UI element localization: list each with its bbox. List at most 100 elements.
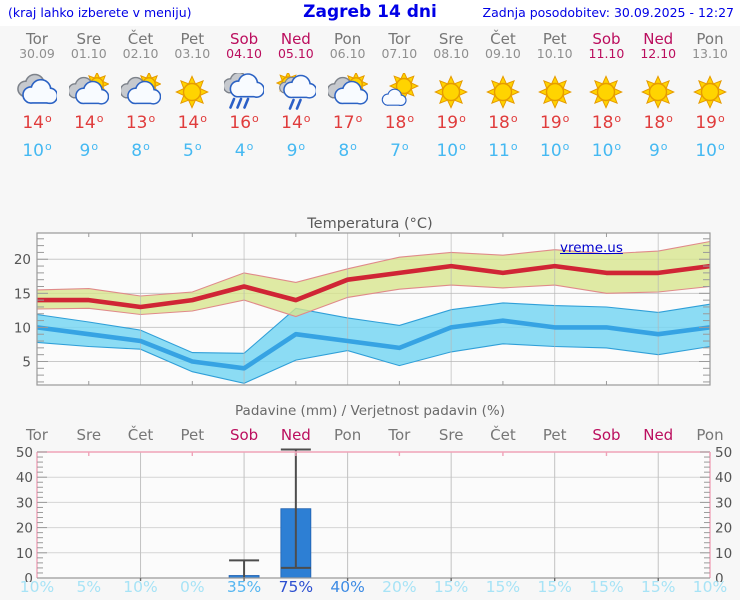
precip-probability: 20% [382, 578, 417, 596]
day-date: 08.10 [433, 46, 470, 61]
vreme-us-link[interactable]: vreme.us [560, 240, 623, 256]
precip-y-label-right: 0 [715, 571, 724, 582]
cloudy-icon [17, 73, 59, 105]
sun-rain-icon [275, 70, 318, 110]
precip-probability: 35% [226, 578, 262, 596]
sunny-icon [693, 75, 727, 109]
precip-day-label: Pet [180, 426, 205, 444]
precip-probability: 10% [19, 578, 55, 596]
day-name: Pon [334, 30, 362, 48]
precip-probability-row: 10% 5% 10% 0% 35% 75% 40% 20% 15% 15% 15% 15% 15% 10% [0, 578, 740, 598]
precip-y-label-left: 0 [24, 571, 33, 582]
day-name: Sre [76, 30, 102, 48]
min-temp: 8o [131, 140, 150, 161]
precip-day-label: Čet [127, 426, 154, 444]
precip-probability: 15% [433, 578, 469, 596]
min-temp: 10o [695, 140, 725, 161]
precip-y-label-left: 10 [16, 546, 33, 562]
day-name: Sob [229, 30, 259, 48]
weather-icon [535, 73, 575, 113]
day-name: Pon [696, 30, 724, 48]
precip-y-label-right: 20 [715, 521, 732, 537]
sunny-icon [537, 75, 572, 109]
temperature-chart-title: Temperatura (°C) [307, 216, 433, 232]
precip-day-labels-row: Tor Sre Čet Pet Sob Ned Pon Tor Sre Čet Pet Sob Ned P… [0, 426, 740, 444]
day-name: Sre [438, 30, 464, 48]
max-temp: 14o [177, 112, 207, 133]
partly-icon [326, 71, 369, 105]
precip-y-label-left: 40 [16, 470, 33, 486]
day-date: 05.10 [277, 46, 314, 61]
min-temp: 10o [591, 140, 622, 161]
max-temp: 14o [22, 112, 52, 133]
max-temp: 13o [125, 112, 156, 133]
precip-probability: 10% [123, 578, 158, 596]
day-date: 02.10 [122, 46, 159, 61]
precip-day-label: Sre [438, 426, 464, 444]
max-temp: 18o [384, 112, 415, 133]
precip-day-label: Tor [388, 426, 411, 444]
sunny-icon [641, 75, 676, 109]
weather-icon [275, 70, 318, 113]
min-temp: 5o [183, 140, 202, 161]
day-date: 07.10 [381, 46, 418, 61]
precip-probability: 15% [485, 578, 521, 596]
location-menu-note: (kraj lahko izberete v meniju) [8, 5, 192, 20]
precip-probability: 75% [278, 578, 314, 596]
day-date: 11.10 [588, 46, 625, 61]
precip-day-label: Sre [76, 426, 102, 444]
day-name: Pet [542, 30, 567, 48]
day-names-row: Tor Sre Čet Pet Sob Ned Pon Tor Sre Čet Pet Sob Ned P… [0, 30, 740, 48]
day-name: Ned [280, 30, 311, 48]
day-name: Sob [592, 30, 621, 48]
precip-day-label: Ned [643, 426, 674, 444]
page-title: Zagreb 14 dni [303, 2, 437, 22]
max temperature-line [37, 263, 711, 310]
precip-day-label: Pet [542, 426, 567, 444]
precip-y-label-right: 40 [715, 470, 732, 486]
temp-y-label: 20 [14, 252, 31, 268]
precip-y-label-left: 50 [16, 446, 33, 461]
max-temp: 18o [591, 112, 622, 133]
weather-icon [172, 73, 212, 113]
precipitation-chart: 0 0 10 10 20 20 30 30 40 40 50 50 [0, 445, 740, 587]
weather-icon [483, 73, 523, 113]
day-date: 03.10 [174, 46, 211, 61]
day-date: 12.10 [640, 46, 677, 61]
min-temp: 8o [338, 140, 357, 161]
day-name: Pet [180, 30, 205, 48]
day-dates-row: 30.09 01.10 02.10 03.10 04.10 05.10 06.10 07.10… [0, 46, 740, 61]
min-temps-row: 10o 9o 8o 5o 4o 9o 8o 7o 10o 11o 10o 10o 9o 10o [0, 140, 740, 161]
partly-icon [67, 71, 110, 105]
precip-y-label-right: 30 [715, 495, 732, 511]
min-temp: 11o [488, 140, 518, 161]
precip-day-label: Pon [334, 426, 362, 444]
min-temp: 9o [286, 140, 306, 161]
temp-frame [36, 232, 711, 386]
day-name: Čet [490, 30, 516, 48]
header-bar: (kraj lahko izberete v meniju) Zagreb 14… [0, 0, 740, 26]
precip-day-label: Čet [490, 426, 516, 444]
temp-y-label: 10 [14, 320, 31, 336]
precip-probability: 10% [692, 578, 728, 596]
precip-plot-area [37, 452, 710, 578]
weather-icon [638, 73, 678, 113]
sunny-icon [434, 75, 469, 109]
temperature-chart: 5 10 15 20 [0, 212, 740, 398]
min-temp: 4o [234, 140, 254, 161]
temp-y-label: 15 [14, 286, 31, 302]
max-temp: 19o [540, 112, 570, 133]
partly-icon [119, 71, 162, 105]
day-name: Tor [26, 30, 48, 48]
day-name: Čet [127, 30, 154, 48]
day-name: Tor [388, 30, 411, 48]
precip-probability: 15% [537, 578, 572, 596]
max-temp: 18o [488, 112, 518, 133]
max-temps-row: 14o 14o 13o 14o 16o 14o 17o 18o 19o 18o 19o 18o 18o 1… [0, 112, 740, 133]
rain-icon [222, 71, 265, 109]
precip-y-label-right: 50 [715, 446, 732, 461]
last-update-text: Zadnja posodobitev: 30.09.2025 - 12:27 [482, 5, 734, 20]
precip-whisker [280, 448, 311, 569]
precip-day-label: Pon [696, 426, 724, 444]
